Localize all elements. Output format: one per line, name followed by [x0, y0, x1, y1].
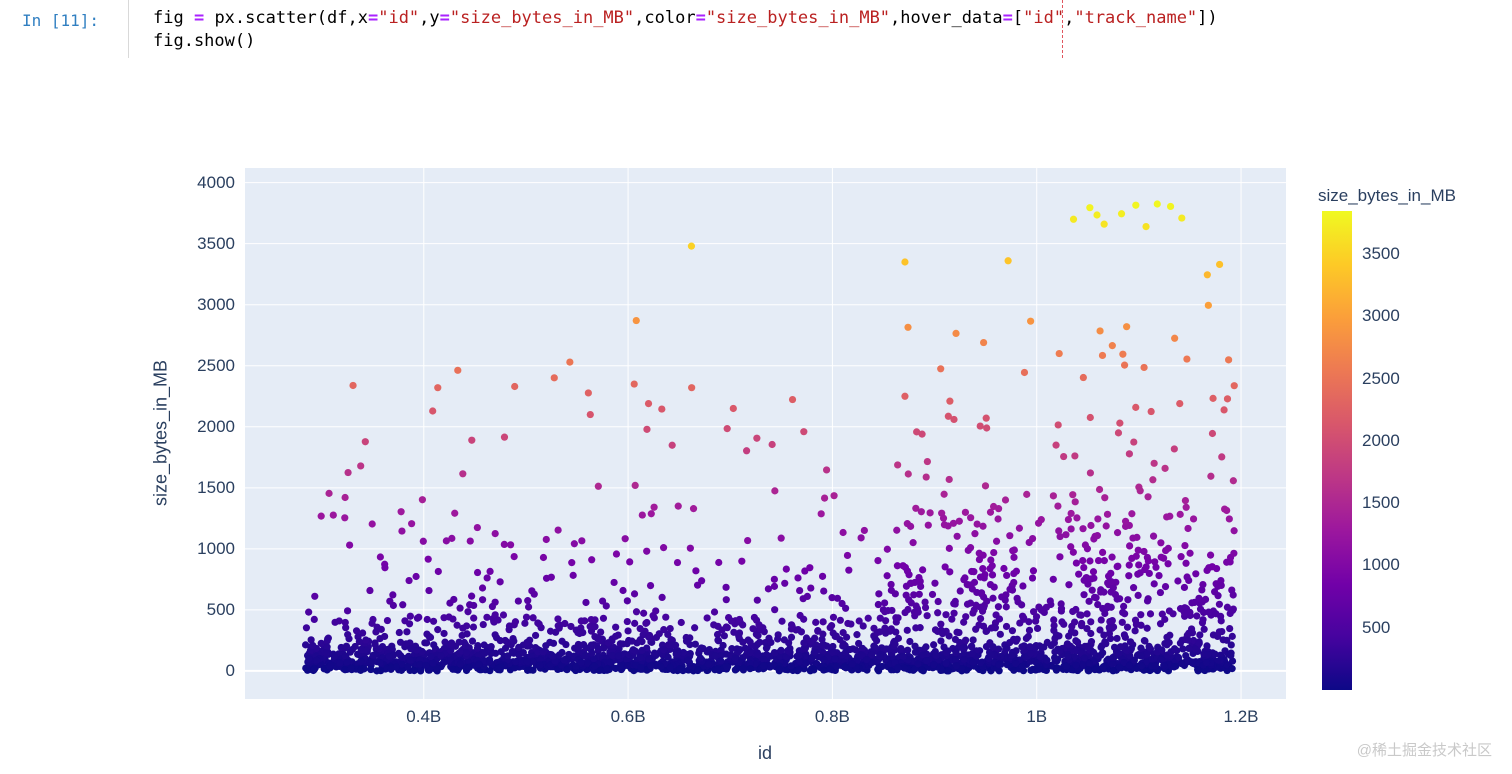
- colorbar-tick-label: 3000: [1362, 306, 1400, 326]
- code-line: fig.show(): [153, 31, 256, 51]
- colorbar-tick-label: 1000: [1362, 555, 1400, 575]
- colorbar[interactable]: [1322, 211, 1352, 690]
- colorbar-tick-label: 2000: [1362, 430, 1400, 450]
- y-tick-label: 3500: [197, 233, 235, 253]
- code-editor[interactable]: fig = px.scatter(df,x="id",y="size_bytes…: [128, 0, 1512, 58]
- code-content[interactable]: fig = px.scatter(df,x="id",y="size_bytes…: [129, 0, 1512, 53]
- x-axis-title: id: [757, 743, 772, 763]
- editor-column-ruler: [1062, 0, 1063, 58]
- watermark: @稀土掘金技术社区: [1356, 742, 1492, 759]
- colorbar-tick-label: 2500: [1362, 368, 1400, 388]
- colorbar-tick-label: 500: [1362, 617, 1391, 637]
- y-tick-label: 4000: [197, 172, 235, 192]
- x-tick-label: 0.4B: [406, 707, 442, 726]
- x-tick-label: 1B: [1026, 707, 1048, 726]
- y-tick-label: 1500: [197, 477, 235, 497]
- y-tick-label: 1000: [197, 538, 235, 558]
- cell-input-prompt: In [11]:: [22, 11, 100, 30]
- y-tick-label: 0: [225, 660, 235, 680]
- y-tick-label: 3000: [197, 294, 235, 314]
- code-line: fig = px.scatter(df,x="id",y="size_bytes…: [153, 8, 1218, 28]
- y-tick-label: 2000: [197, 416, 235, 436]
- y-tick-label: 2500: [197, 355, 235, 375]
- colorbar-title: size_bytes_in_MB: [1318, 186, 1456, 205]
- scatter-plot-canvas[interactable]: [245, 168, 1286, 699]
- y-tick-label: 500: [206, 599, 235, 619]
- x-tick-label: 1.2B: [1223, 707, 1259, 726]
- x-tick-label: 0.8B: [814, 707, 850, 726]
- colorbar-tick-label: 3500: [1362, 244, 1400, 264]
- colorbar-tick-label: 1500: [1362, 493, 1400, 513]
- x-tick-label: 0.6B: [610, 707, 646, 726]
